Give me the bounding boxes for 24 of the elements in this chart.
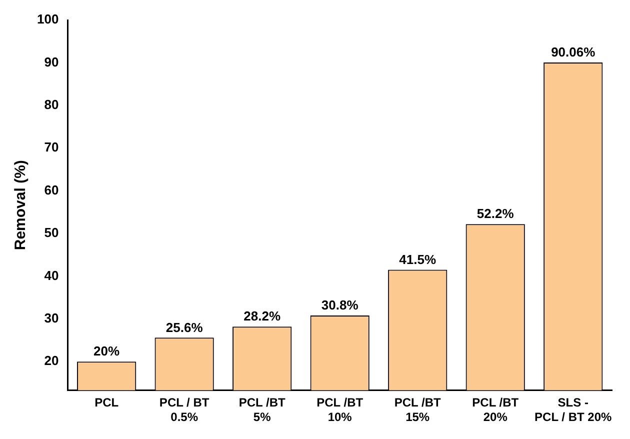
data-label: 30.8% xyxy=(321,298,359,313)
x-tick-label: PCL /BT 15% xyxy=(394,396,442,424)
x-tick-label: SLS - PCL / BT 20% xyxy=(534,396,612,424)
data-label: 28.2% xyxy=(244,308,281,324)
data-label: 52.2% xyxy=(476,206,514,222)
y-axis-title: Removal (%) xyxy=(12,160,30,250)
data-label: 25.6% xyxy=(166,320,204,335)
y-tick-label: 40 xyxy=(44,268,59,283)
data-label: 20% xyxy=(94,344,120,359)
x-tick-label: PCL /BT 20% xyxy=(472,396,520,424)
y-tick-label: 100 xyxy=(36,12,59,27)
y-tick-label: 20 xyxy=(44,353,59,368)
y-tick-label: 30 xyxy=(44,310,59,326)
x-tick-label: PCL / BT 0.5% xyxy=(159,396,210,424)
y-tick-label: 60 xyxy=(44,182,59,198)
data-label: 90.06% xyxy=(551,44,596,60)
y-tick-label: 70 xyxy=(44,140,59,155)
x-tick-label: PCL /BT 5% xyxy=(238,396,286,424)
y-tick-label: 80 xyxy=(44,96,59,112)
x-tick-label: PCL xyxy=(94,396,119,410)
data-label: 41.5% xyxy=(399,252,436,267)
y-tick-label: 90 xyxy=(44,54,59,70)
x-tick-label: PCL /BT 10% xyxy=(316,396,364,424)
y-tick-label: 50 xyxy=(44,225,59,240)
